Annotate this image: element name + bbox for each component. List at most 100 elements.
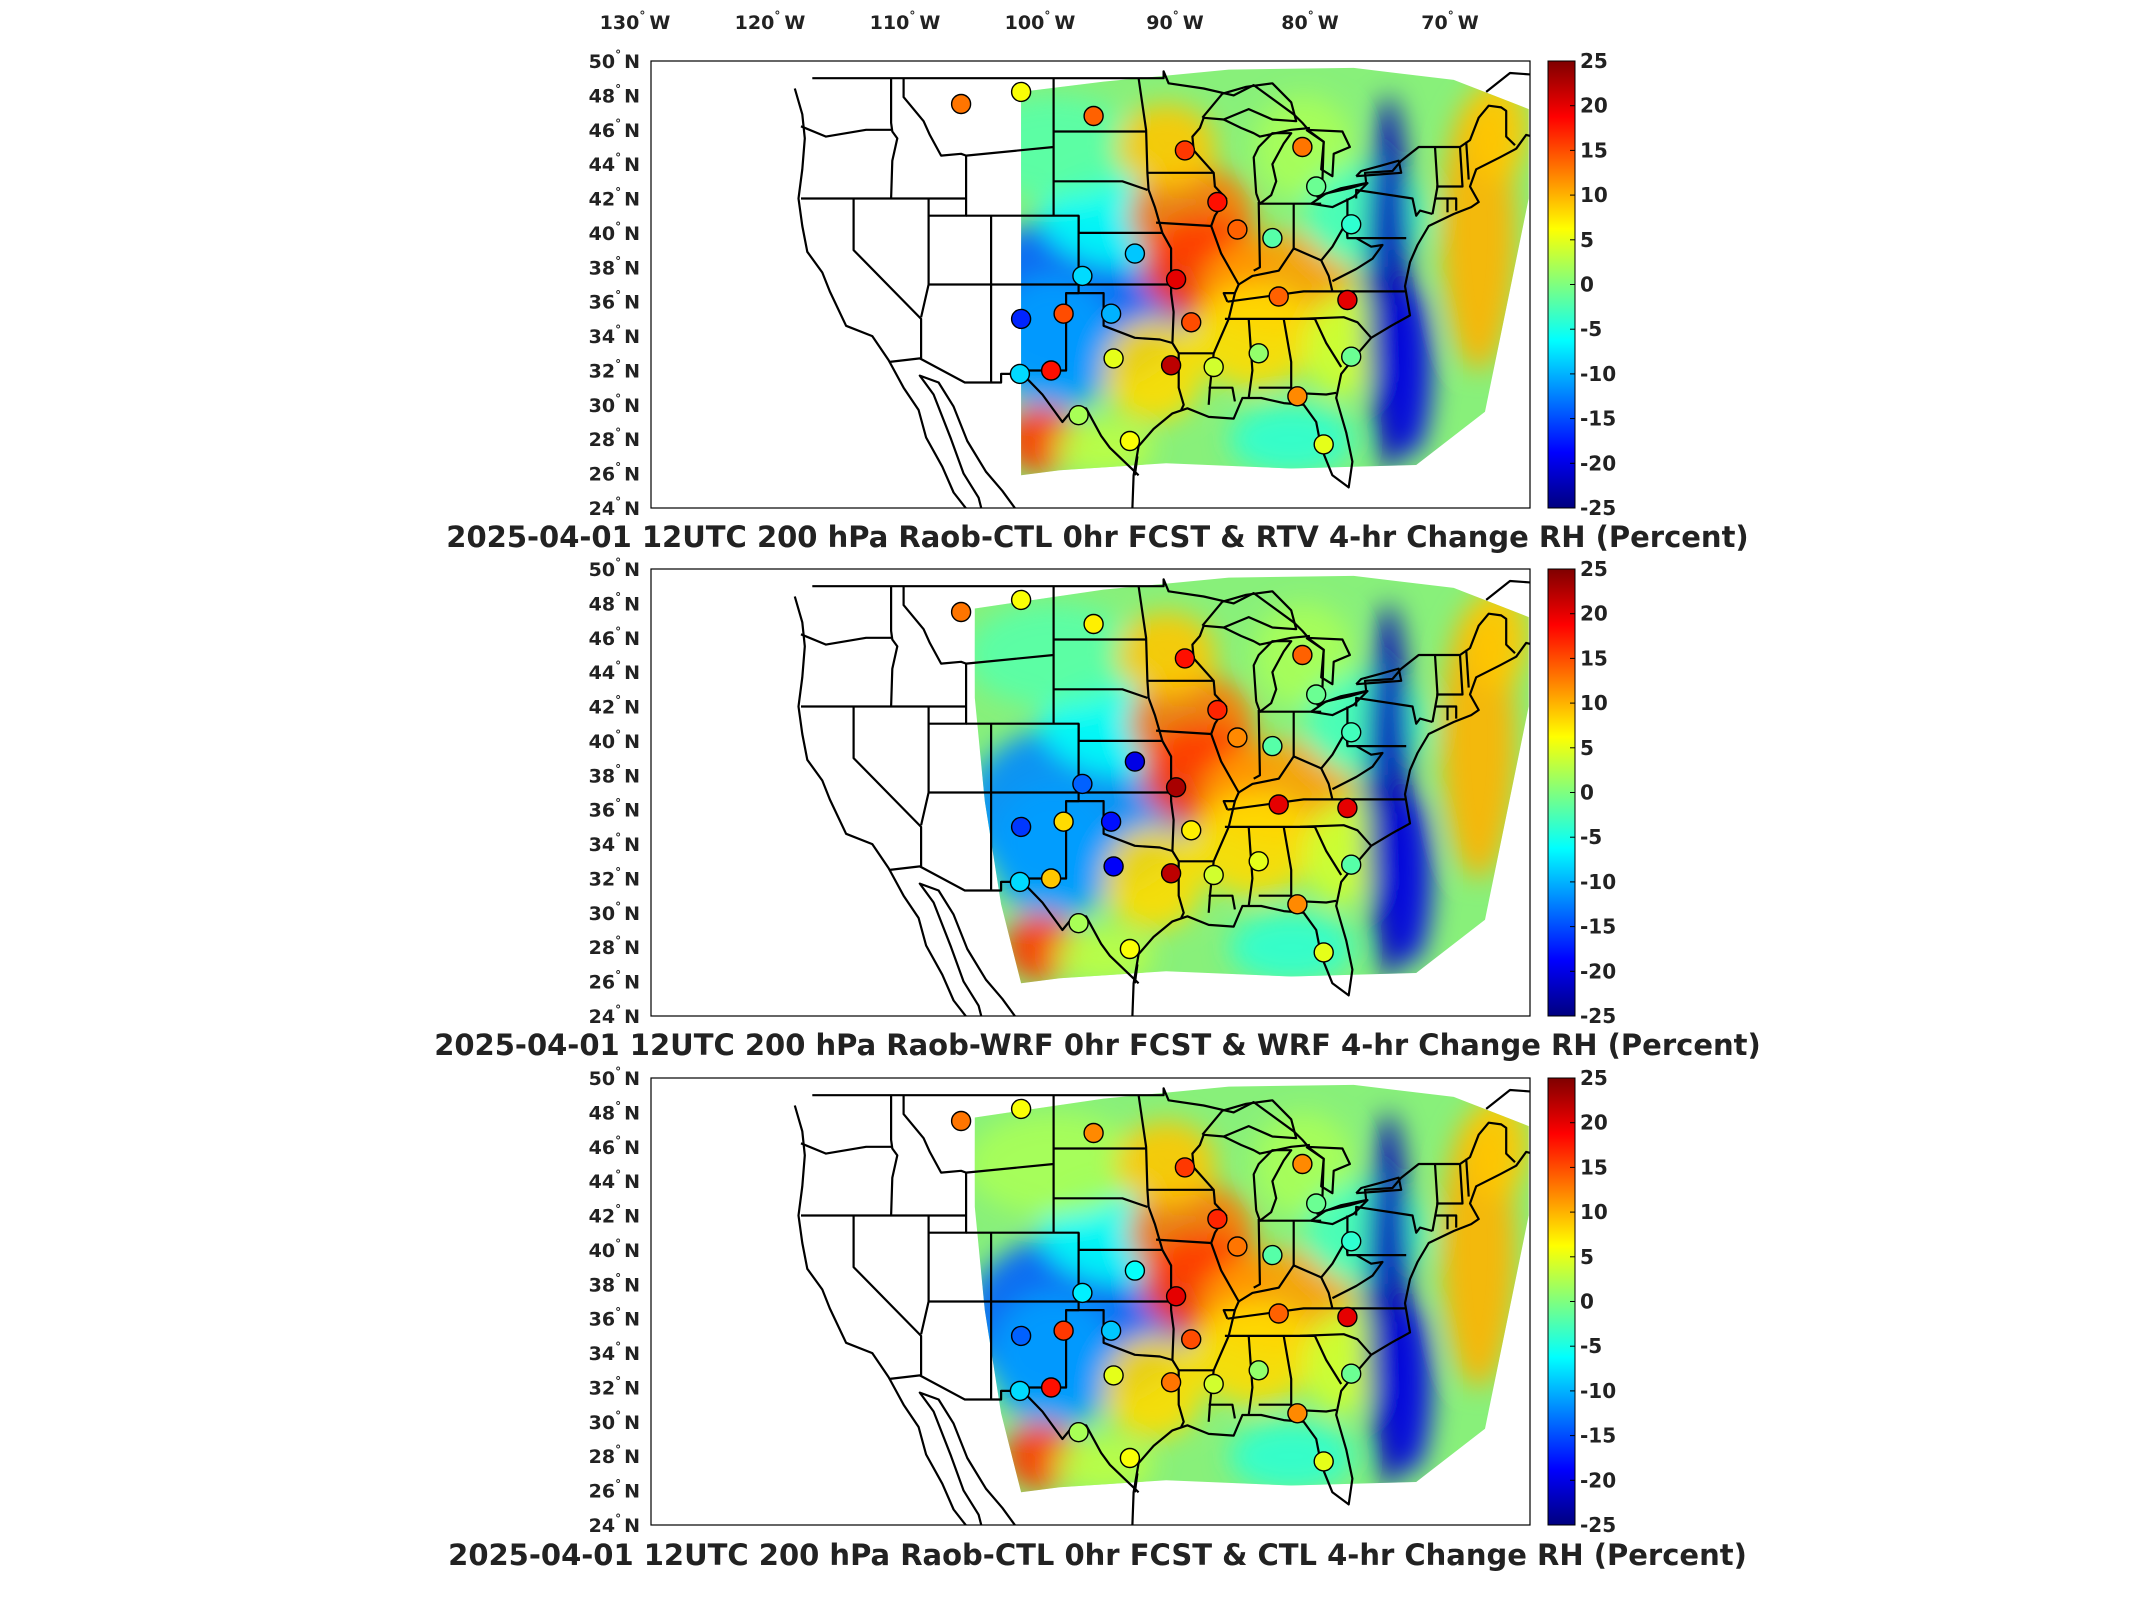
latitude-label: 28° N (589, 934, 640, 959)
raob-station-marker (1340, 214, 1362, 235)
raob-stations (950, 81, 1362, 455)
raob-station-marker (1313, 942, 1334, 963)
longitude-label: 130° W (600, 9, 671, 34)
state-border (1156, 729, 1212, 736)
latitude-label: 40° N (589, 1237, 640, 1262)
raob-station-marker (1180, 312, 1202, 333)
state-border (852, 1215, 923, 1376)
colorbar-tick-label: 15 (1580, 138, 1608, 162)
raob-station-marker (1268, 1303, 1289, 1324)
state-border (1465, 1158, 1470, 1197)
great-lake (1305, 1145, 1352, 1195)
state-border (902, 78, 1054, 157)
raob-station-marker (1305, 684, 1327, 705)
raob-station-marker (1203, 356, 1224, 378)
raob-station-marker (1100, 1320, 1122, 1341)
colorbar-tick-label: -15 (1580, 915, 1616, 939)
field-blob (1116, 612, 1217, 698)
great-lake (1355, 1176, 1403, 1195)
map-frame (650, 1077, 1531, 1526)
field-blob (1103, 318, 1204, 423)
raob-station-marker (1207, 1208, 1228, 1230)
longitude-label: 120° W (735, 9, 806, 34)
raob-station-marker (1340, 854, 1362, 875)
latitude-label: 42° N (589, 694, 640, 719)
great-lake (1201, 82, 1298, 123)
boundaries (793, 1087, 1530, 1525)
raob-station-marker (1124, 751, 1146, 772)
latitude-label: 48° N (589, 82, 640, 107)
field-blob (1387, 792, 1433, 965)
longitude-labels: 130° W 120° W 110° W 100° W 90° W 80° W 70° W (600, 9, 1479, 34)
state-border (1223, 626, 1311, 646)
state-border (1247, 826, 1254, 907)
raob-station-marker (950, 601, 972, 623)
raob-station-marker (1009, 363, 1031, 385)
state-border (1227, 1307, 1405, 1320)
raob-station-marker (1010, 1325, 1032, 1347)
latitude-label: 28° N (589, 1443, 640, 1468)
great-lake (1310, 689, 1369, 717)
raob-station-marker (1053, 303, 1074, 324)
raob-station-marker (1068, 1421, 1089, 1443)
longitude-label: 80° W (1281, 9, 1338, 34)
state-border (1222, 1308, 1235, 1320)
field-blob (1466, 1095, 1529, 1199)
map-panel-1: 50° N 48° N 46° N 44° N 42° N 40° N 38° N 36° N 34° N 32° N… (446, 48, 1748, 554)
latitude-label: 44° N (589, 151, 640, 176)
panel-title: 2025-04-01 12UTC 200 hPa Raob-CTL 0hr FC… (448, 1538, 1747, 1572)
state-border (1222, 292, 1235, 303)
latitude-label: 38° N (589, 762, 640, 787)
colorbar-tick-label: 10 (1580, 1200, 1608, 1224)
map-frame (650, 568, 1531, 1017)
state-border (1156, 221, 1212, 228)
latitude-label: 32° N (589, 1375, 640, 1400)
state-border (1465, 649, 1470, 688)
state-border (1299, 316, 1373, 339)
state-border (800, 125, 892, 138)
map-panel-2: 50° N 48° N 46° N 44° N 42° N 40° N 38° N 36° N 34° N 32° N… (434, 556, 1761, 1062)
state-border (1436, 654, 1464, 696)
raob-station-marker (1010, 816, 1032, 838)
colorbar-tick-label: -10 (1580, 1379, 1616, 1403)
colorbar-tick-label: -5 (1580, 825, 1602, 849)
raob-station-marker (1262, 227, 1283, 249)
state-border (1208, 1403, 1236, 1419)
raob-station-marker (1160, 355, 1182, 376)
colorbar: 25 20 15 10 5 0 -5 -10 -15 -20 -25 (1547, 557, 1616, 1028)
latitude-label: 34° N (589, 323, 640, 348)
rh-field (974, 575, 1529, 984)
map-panel-3: 50° N 48° N 46° N 44° N 42° N 40° N 38° N 36° N 34° N 32° N… (448, 1065, 1747, 1572)
mexico-border (889, 357, 1140, 477)
raob-station-marker (1100, 811, 1122, 832)
colorbar-tick-label: -5 (1580, 1334, 1602, 1358)
latitude-label: 48° N (589, 1099, 640, 1124)
colorbar-tick-label: -15 (1580, 1424, 1616, 1448)
latitude-label: 34° N (589, 831, 640, 856)
state-border (1137, 1095, 1175, 1361)
raob-station-marker (1313, 1451, 1334, 1472)
raob-station-marker (1227, 727, 1248, 748)
raob-station-marker (1068, 913, 1089, 934)
latitude-label: 46° N (589, 1134, 640, 1159)
state-border (1258, 1335, 1293, 1406)
latitude-label: 32° N (589, 358, 640, 383)
field-blob (991, 783, 1117, 922)
colorbar-tick-label: -25 (1580, 1513, 1616, 1537)
state-border (1133, 964, 1139, 984)
state-border (1331, 1254, 1384, 1300)
latitude-label: 42° N (589, 1203, 640, 1228)
state-border (1137, 78, 1175, 344)
raob-station-marker (1010, 308, 1032, 330)
colorbar-tick-label: 25 (1580, 557, 1608, 581)
gulf-atlantic-coastline (1131, 71, 1530, 508)
state-border (1258, 826, 1293, 897)
colorbar-tick-label: -25 (1580, 496, 1616, 520)
colorbar-tick-label: 20 (1580, 1111, 1608, 1135)
raob-station-marker (1119, 1447, 1141, 1469)
latitude-label: 26° N (589, 969, 640, 994)
latitude-label: 48° N (589, 590, 640, 615)
longitude-label: 110° W (870, 9, 941, 34)
latitude-label: 40° N (589, 220, 640, 245)
